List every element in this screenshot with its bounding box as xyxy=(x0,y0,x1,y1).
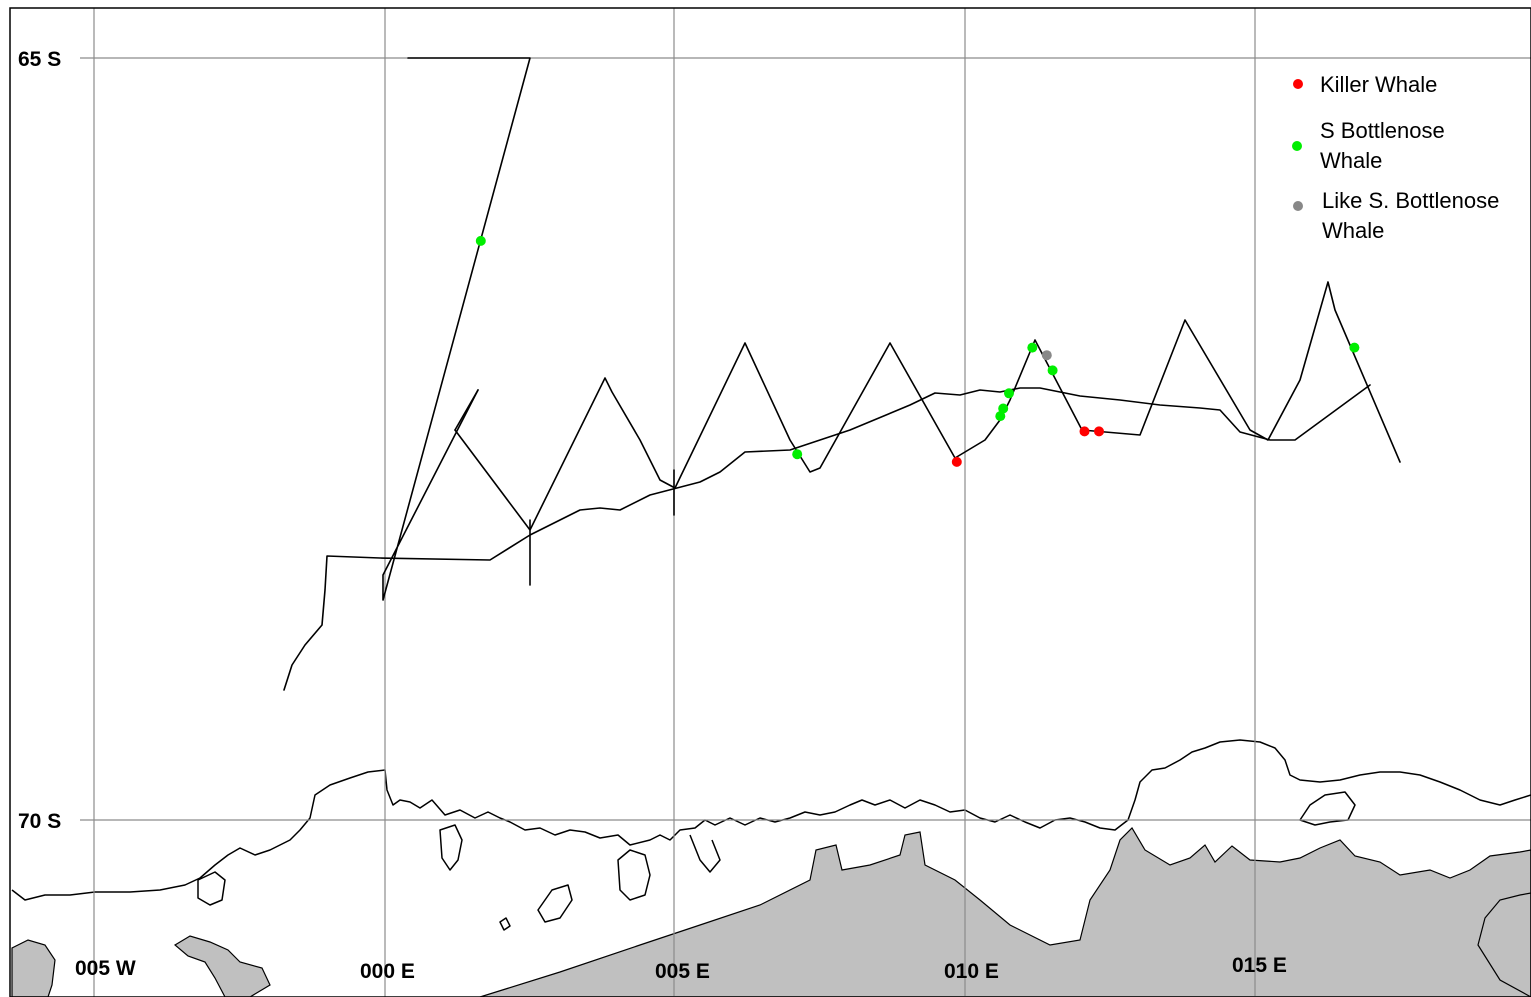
sighting-s-bottlenose-whale-4 xyxy=(1004,388,1014,399)
sighting-killer-whale-10 xyxy=(1094,426,1104,437)
sighting-s-bottlenose-whale-2 xyxy=(995,411,1006,422)
sighting-s-bottlenose-whale-7 xyxy=(1349,342,1360,353)
lon-label-015e: 015 E xyxy=(1232,954,1287,977)
legend-label-s-bottlenose-whale-line1: S Bottlenose xyxy=(1320,118,1445,143)
sighting-killer-whale-8 xyxy=(951,456,962,467)
legend-marker-s-bottlenose-whale xyxy=(1292,141,1302,151)
lon-label-010e: 010 E xyxy=(944,960,999,983)
sighting-s-bottlenose-whale-6 xyxy=(1047,365,1058,376)
sightings-layer xyxy=(475,235,1360,467)
graticule xyxy=(80,8,1531,997)
sighting-s-bottlenose-whale-1 xyxy=(792,449,803,460)
sighting-s-bottlenose-whale-5 xyxy=(1027,342,1038,353)
legend-label-like-s-bottlenose-whale-line2: Whale xyxy=(1322,218,1384,243)
legend-marker-killer-whale xyxy=(1293,79,1303,89)
legend: Killer Whale S Bottlenose Whale Like S. … xyxy=(1292,72,1499,243)
land-ice-shelf xyxy=(11,827,1531,997)
lon-label-005w: 005 W xyxy=(75,957,136,980)
lat-label-65s: 65 S xyxy=(18,48,61,71)
sighting-like-s-bottlenose-whale-11 xyxy=(1041,350,1052,361)
map-frame xyxy=(9,7,1531,997)
sighting-killer-whale-9 xyxy=(1079,426,1090,437)
coastline xyxy=(11,739,1531,931)
lon-label-000e: 000 E xyxy=(360,960,415,983)
legend-label-killer-whale: Killer Whale xyxy=(1320,72,1437,97)
legend-label-s-bottlenose-whale-line2: Whale xyxy=(1320,148,1382,173)
cruise-track xyxy=(283,57,1401,691)
sighting-s-bottlenose-whale-0 xyxy=(475,235,486,246)
lon-label-005e: 005 E xyxy=(655,960,710,983)
legend-label-like-s-bottlenose-whale-line1: Like S. Bottlenose xyxy=(1322,188,1499,213)
legend-marker-like-s-bottlenose-whale xyxy=(1293,201,1303,211)
sighting-s-bottlenose-whale-3 xyxy=(998,403,1009,414)
lat-label-70s: 70 S xyxy=(18,810,61,833)
